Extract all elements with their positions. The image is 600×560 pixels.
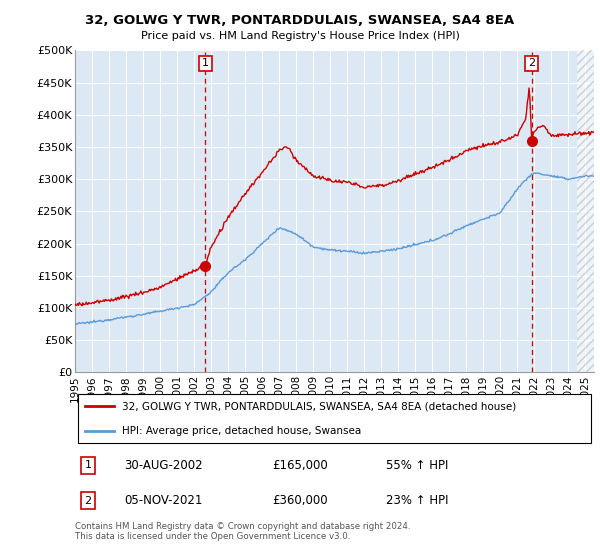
Text: £360,000: £360,000 — [272, 494, 328, 507]
Text: 23% ↑ HPI: 23% ↑ HPI — [386, 494, 449, 507]
Text: 2: 2 — [85, 496, 92, 506]
Polygon shape — [577, 50, 594, 372]
Text: Price paid vs. HM Land Registry's House Price Index (HPI): Price paid vs. HM Land Registry's House … — [140, 31, 460, 41]
Text: 1: 1 — [202, 58, 209, 68]
Text: 55% ↑ HPI: 55% ↑ HPI — [386, 459, 449, 472]
Text: 32, GOLWG Y TWR, PONTARDDULAIS, SWANSEA, SA4 8EA (detached house): 32, GOLWG Y TWR, PONTARDDULAIS, SWANSEA,… — [122, 402, 516, 412]
Text: 1: 1 — [85, 460, 91, 470]
Text: 30-AUG-2002: 30-AUG-2002 — [124, 459, 203, 472]
Text: Contains HM Land Registry data © Crown copyright and database right 2024.
This d: Contains HM Land Registry data © Crown c… — [75, 522, 410, 542]
Text: 2: 2 — [528, 58, 535, 68]
Text: HPI: Average price, detached house, Swansea: HPI: Average price, detached house, Swan… — [122, 426, 361, 436]
Text: 32, GOLWG Y TWR, PONTARDDULAIS, SWANSEA, SA4 8EA: 32, GOLWG Y TWR, PONTARDDULAIS, SWANSEA,… — [85, 14, 515, 27]
FancyBboxPatch shape — [77, 394, 592, 442]
Text: 05-NOV-2021: 05-NOV-2021 — [124, 494, 203, 507]
Text: £165,000: £165,000 — [272, 459, 328, 472]
